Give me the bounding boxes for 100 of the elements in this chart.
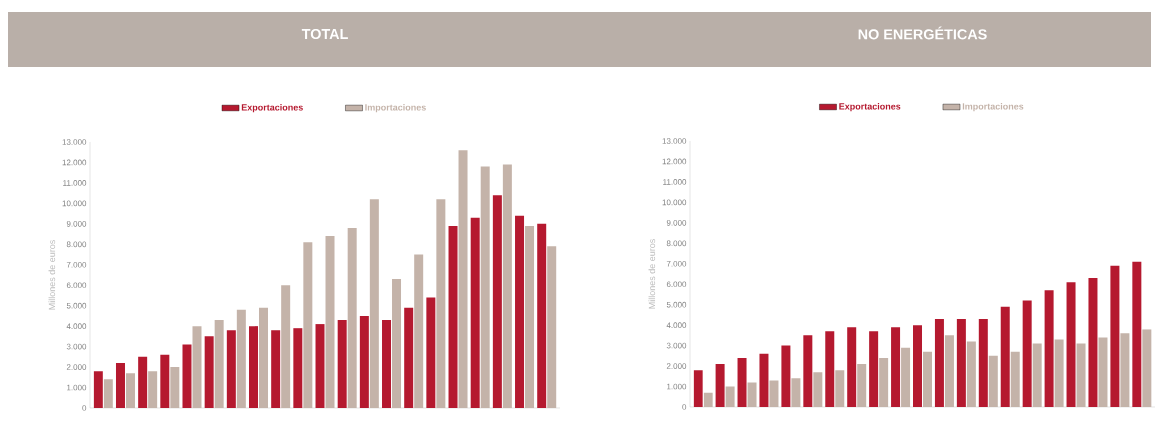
legend-label: Importaciones <box>365 103 426 113</box>
bar <box>1054 339 1064 407</box>
y-tick-label: 13.000 <box>662 138 687 144</box>
legend-label: Exportaciones <box>241 103 303 113</box>
bar <box>547 246 557 408</box>
bar <box>125 373 135 408</box>
y-tick-label: 11.000 <box>663 179 687 185</box>
bar <box>913 325 922 407</box>
y-tick-label: 8.000 <box>666 240 687 247</box>
bar <box>103 379 113 408</box>
bar <box>426 297 436 408</box>
bar <box>148 371 158 408</box>
bar <box>781 345 791 407</box>
bar <box>537 223 547 408</box>
bar <box>1022 300 1032 407</box>
bar <box>1076 343 1086 407</box>
y-tick-label: 7.000 <box>666 260 687 267</box>
bar <box>204 336 214 408</box>
chart-title: NO ENERGÉTICAS <box>858 26 987 40</box>
bar <box>138 356 148 408</box>
bar <box>901 347 911 407</box>
bar <box>1066 282 1076 407</box>
bar <box>414 254 424 408</box>
y-tick-label: 3.000 <box>66 343 87 350</box>
y-tick-label: 4.000 <box>66 323 87 329</box>
bar <box>448 225 458 408</box>
bar <box>436 199 446 408</box>
y-tick-label: 5.000 <box>666 301 687 308</box>
bar <box>803 335 813 407</box>
bar <box>759 353 769 407</box>
y-tick-label: 3.000 <box>666 342 687 349</box>
bar <box>1098 337 1108 407</box>
y-tick-label: 5.000 <box>66 302 87 309</box>
bar <box>1000 306 1010 407</box>
y-tick-label: 0 <box>82 405 87 411</box>
bar <box>271 330 281 408</box>
bar <box>192 326 202 408</box>
bar <box>1032 343 1042 407</box>
bar <box>693 370 703 407</box>
y-tick-label: 2.000 <box>66 364 87 370</box>
bar <box>825 331 835 407</box>
bar <box>1088 278 1098 407</box>
bar <box>725 386 735 407</box>
bar <box>715 364 725 407</box>
bar <box>480 166 490 408</box>
bar <box>214 320 224 408</box>
y-tick-label: 0 <box>682 404 687 410</box>
y-tick-label: 8.000 <box>66 241 87 248</box>
bar <box>470 217 480 408</box>
bar <box>857 364 867 407</box>
bar <box>236 309 246 408</box>
bar <box>891 327 901 407</box>
bar <box>944 335 954 407</box>
y-tick-label: 6.000 <box>66 282 87 289</box>
bar <box>1110 265 1120 407</box>
bar <box>1010 351 1020 407</box>
bar <box>988 355 998 407</box>
bar <box>1132 261 1142 407</box>
bar <box>934 319 944 407</box>
legend-label: Importaciones <box>962 102 1024 112</box>
bar <box>281 285 291 408</box>
bar <box>847 327 857 407</box>
y-tick-label: 2.000 <box>666 363 687 369</box>
bar <box>392 279 402 408</box>
bar <box>1044 290 1054 407</box>
bar <box>966 341 976 407</box>
y-tick-label: 10.000 <box>62 200 87 207</box>
y-tick-label: 12.000 <box>62 159 87 166</box>
bar <box>813 372 823 407</box>
bar <box>337 320 347 408</box>
bar <box>747 382 757 407</box>
bar <box>879 357 889 407</box>
bar <box>525 225 535 408</box>
bar <box>404 307 414 408</box>
bar <box>458 150 468 408</box>
bar <box>293 328 303 408</box>
legend-label: Exportaciones <box>839 102 901 112</box>
bar <box>315 324 325 408</box>
bar <box>182 344 192 408</box>
bar <box>325 236 335 408</box>
y-tick-label: 11.000 <box>63 180 87 186</box>
bar <box>382 320 392 408</box>
bar <box>303 242 313 408</box>
y-tick-label: 13.000 <box>62 139 87 145</box>
y-tick-label: 9.000 <box>666 220 687 226</box>
y-tick-label: 12.000 <box>662 158 687 165</box>
bar <box>956 319 966 407</box>
bar <box>226 330 236 408</box>
y-tick-label: 1.000 <box>667 383 687 390</box>
bar <box>93 371 103 408</box>
bar <box>703 392 713 407</box>
bar <box>769 380 779 407</box>
bar <box>359 315 369 408</box>
bar <box>170 367 180 408</box>
bar <box>115 362 125 408</box>
y-tick-label: 1.000 <box>67 384 87 391</box>
bar <box>923 351 932 407</box>
bar <box>492 195 502 408</box>
bar <box>160 354 170 408</box>
bar <box>737 357 747 407</box>
